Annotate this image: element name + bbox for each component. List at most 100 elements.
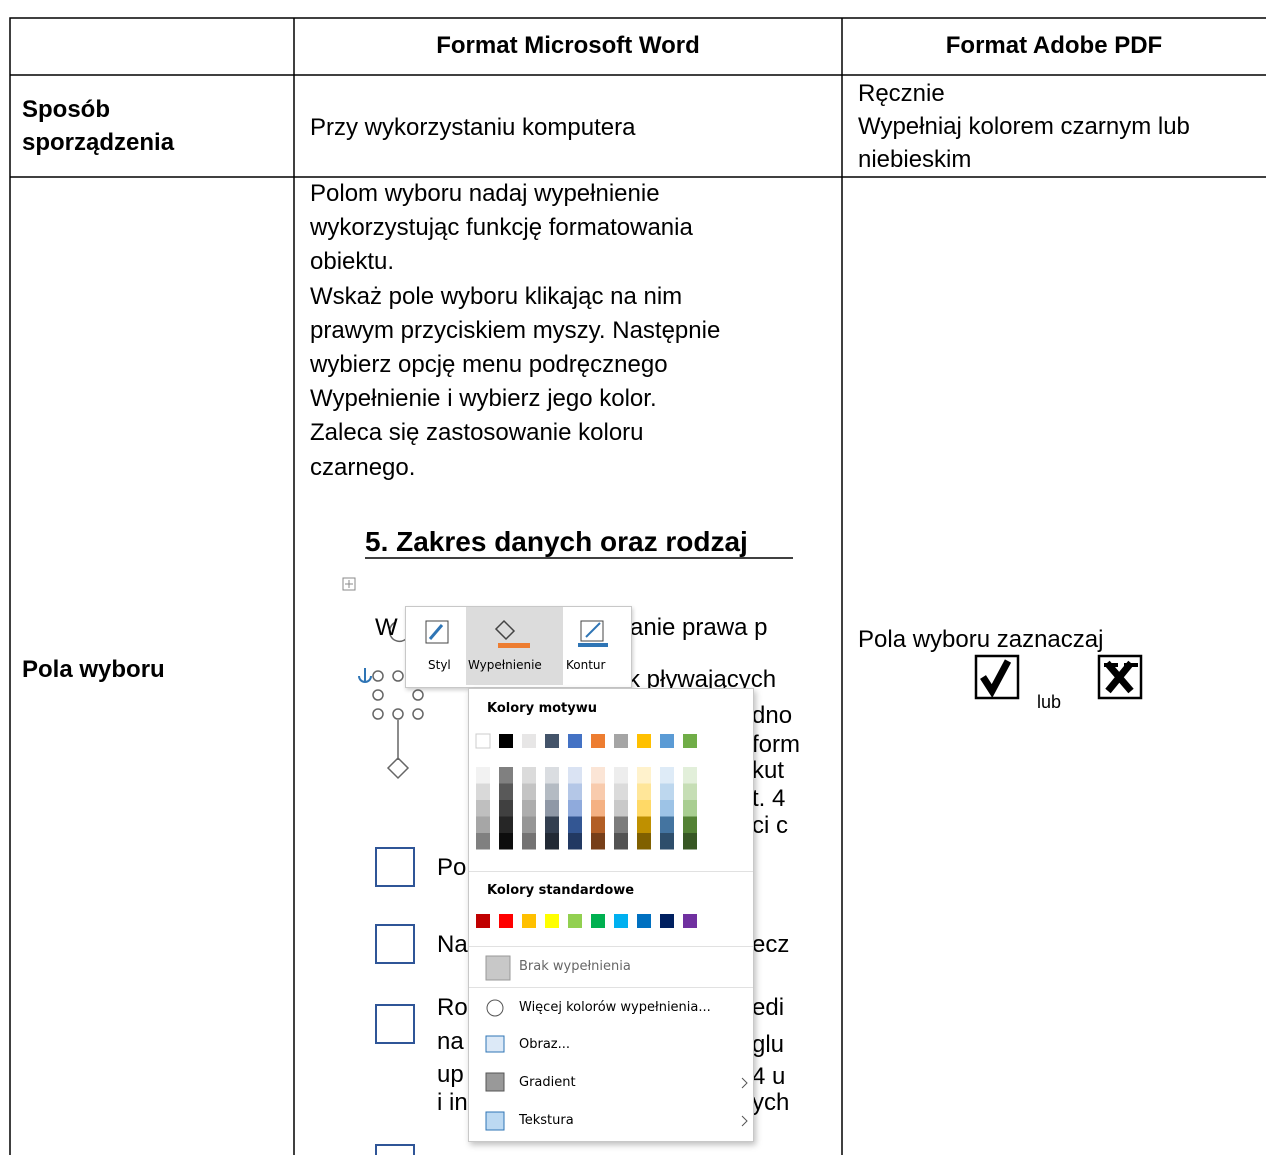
screenshot-text: ecz (752, 931, 790, 958)
swatch[interactable] (545, 833, 559, 850)
swatch[interactable] (469, 946, 753, 947)
swatch[interactable] (476, 914, 490, 928)
swatch[interactable] (591, 800, 605, 817)
swatch[interactable] (568, 914, 582, 928)
ribbon-label: Wypełnienie (468, 658, 542, 672)
swatch[interactable] (545, 767, 559, 784)
swatch[interactable] (469, 871, 753, 872)
screenshot-text: 4 u (752, 1063, 786, 1090)
swatch[interactable] (683, 783, 697, 801)
screenshot-heading: 5. Zakres danych oraz rodzaj (365, 526, 748, 557)
swatch[interactable] (683, 914, 697, 928)
swatch[interactable] (683, 816, 697, 834)
swatch[interactable] (568, 783, 582, 801)
swatch[interactable] (591, 734, 605, 748)
swatch[interactable] (499, 783, 513, 801)
cell-text: niebieskim (858, 146, 972, 173)
cell-text: Wypełniaj kolorem czarnym lub (858, 113, 1190, 140)
swatch[interactable] (476, 816, 490, 834)
swatch[interactable] (591, 783, 605, 801)
swatch[interactable] (637, 833, 651, 850)
swatch[interactable] (683, 767, 697, 784)
swatch[interactable] (637, 800, 651, 817)
swatch[interactable] (522, 783, 536, 801)
swatch[interactable] (545, 734, 559, 748)
swatch[interactable] (637, 783, 651, 801)
screenshot-text: edi (752, 994, 785, 1021)
swatch[interactable] (476, 800, 490, 817)
swatch[interactable] (522, 734, 536, 748)
swatch[interactable] (545, 816, 559, 834)
row-label: sporządzenia (22, 129, 175, 156)
swatch[interactable] (485, 1035, 505, 1053)
swatch[interactable] (485, 1111, 505, 1131)
swatch[interactable] (637, 816, 651, 834)
swatch[interactable] (683, 833, 697, 850)
swatch[interactable] (522, 800, 536, 817)
swatch[interactable] (469, 987, 753, 988)
palette-icon (486, 999, 504, 1017)
swatch[interactable] (545, 800, 559, 817)
swatch[interactable] (545, 783, 559, 801)
menu-item: Tekstura (519, 1113, 574, 1128)
ribbon-label: Kontur (566, 658, 606, 672)
swatch[interactable] (614, 767, 628, 784)
swatch[interactable] (522, 816, 536, 834)
swatch[interactable] (591, 914, 605, 928)
swatch[interactable] (568, 800, 582, 817)
swatch[interactable] (499, 734, 513, 748)
fill-menu: Kolory motywu Kolory standardowe Brak wype… (468, 688, 754, 1142)
swatch[interactable] (660, 734, 674, 748)
swatch[interactable] (614, 914, 628, 928)
ribbon-icons (425, 619, 608, 648)
cell-text: Pola wyboru zaznaczaj (858, 626, 1104, 653)
swatch[interactable] (683, 800, 697, 817)
swatch[interactable] (568, 767, 582, 784)
swatch[interactable] (522, 914, 536, 928)
swatch[interactable] (499, 800, 513, 817)
swatch[interactable] (591, 816, 605, 834)
swatch[interactable] (591, 833, 605, 850)
swatch[interactable] (499, 833, 513, 850)
swatch[interactable] (476, 783, 490, 801)
swatch[interactable] (660, 800, 674, 817)
swatch[interactable] (476, 833, 490, 850)
swatch[interactable] (568, 734, 582, 748)
swatch[interactable] (660, 914, 674, 928)
cell-text: lub (1037, 692, 1062, 712)
swatch[interactable] (660, 783, 674, 801)
swatch[interactable] (683, 734, 697, 748)
swatch[interactable] (660, 767, 674, 784)
swatch[interactable] (591, 767, 605, 784)
cell-text: czarnego. (310, 453, 416, 481)
swatch[interactable] (499, 767, 513, 784)
swatch[interactable] (614, 783, 628, 801)
swatch[interactable] (545, 914, 559, 928)
swatch[interactable] (614, 800, 628, 817)
swatch[interactable] (637, 767, 651, 784)
screenshot-text: form (752, 731, 800, 758)
swatch[interactable] (660, 816, 674, 834)
swatch[interactable] (614, 734, 628, 748)
swatch[interactable] (637, 734, 651, 748)
swatch[interactable] (568, 833, 582, 850)
swatch[interactable] (660, 833, 674, 850)
swatch[interactable] (475, 733, 491, 749)
menu-item: Obraz... (519, 1037, 571, 1052)
swatch[interactable] (499, 816, 513, 834)
screenshot-text: t. 4 (752, 785, 786, 812)
swatch[interactable] (485, 1072, 505, 1092)
swatch[interactable] (637, 914, 651, 928)
ribbon-popup: Styl Wypełnienie Kontur (405, 606, 632, 688)
swatch[interactable] (485, 955, 511, 981)
swatch[interactable] (568, 816, 582, 834)
swatch[interactable] (614, 833, 628, 850)
swatch[interactable] (522, 767, 536, 784)
swatch[interactable] (476, 767, 490, 784)
swatch[interactable] (499, 914, 513, 928)
screenshot-text: na (437, 1028, 464, 1055)
swatch[interactable] (614, 816, 628, 834)
swatch[interactable] (522, 833, 536, 850)
